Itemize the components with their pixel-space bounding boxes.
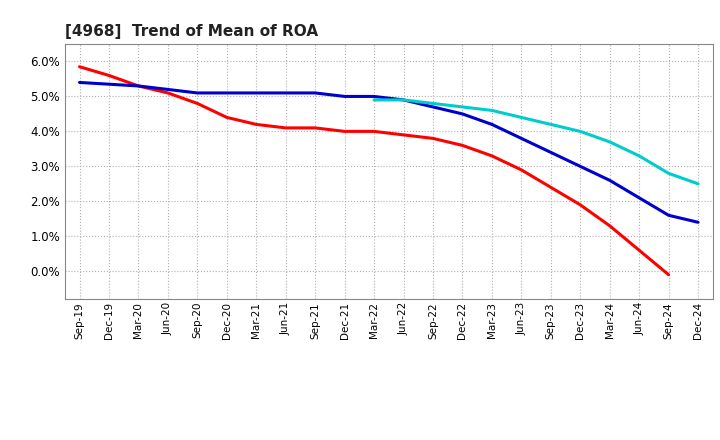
7 Years: [576, 129, 585, 134]
3 Years: [252, 122, 261, 127]
5 Years: [282, 90, 290, 95]
5 Years: [428, 104, 437, 110]
7 Years: [546, 122, 555, 127]
5 Years: [399, 97, 408, 103]
3 Years: [517, 167, 526, 172]
5 Years: [458, 111, 467, 117]
5 Years: [104, 81, 113, 87]
3 Years: [75, 64, 84, 70]
5 Years: [606, 178, 614, 183]
5 Years: [134, 83, 143, 88]
Text: [4968]  Trend of Mean of ROA: [4968] Trend of Mean of ROA: [65, 24, 318, 39]
5 Years: [193, 90, 202, 95]
7 Years: [428, 101, 437, 106]
3 Years: [282, 125, 290, 131]
3 Years: [635, 248, 644, 253]
5 Years: [341, 94, 349, 99]
5 Years: [546, 150, 555, 155]
3 Years: [665, 272, 673, 277]
3 Years: [428, 136, 437, 141]
3 Years: [104, 73, 113, 78]
3 Years: [487, 153, 496, 158]
7 Years: [399, 97, 408, 103]
5 Years: [75, 80, 84, 85]
7 Years: [370, 97, 379, 103]
Line: 7 Years: 7 Years: [374, 100, 698, 184]
7 Years: [517, 115, 526, 120]
7 Years: [487, 108, 496, 113]
5 Years: [576, 164, 585, 169]
Line: 5 Years: 5 Years: [79, 82, 698, 222]
3 Years: [576, 202, 585, 207]
3 Years: [311, 125, 320, 131]
3 Years: [222, 115, 231, 120]
3 Years: [546, 185, 555, 190]
7 Years: [458, 104, 467, 110]
5 Years: [635, 195, 644, 201]
5 Years: [222, 90, 231, 95]
5 Years: [163, 87, 172, 92]
3 Years: [606, 223, 614, 228]
3 Years: [193, 101, 202, 106]
7 Years: [694, 181, 703, 187]
5 Years: [665, 213, 673, 218]
5 Years: [517, 136, 526, 141]
5 Years: [311, 90, 320, 95]
5 Years: [694, 220, 703, 225]
7 Years: [665, 171, 673, 176]
5 Years: [487, 122, 496, 127]
3 Years: [341, 129, 349, 134]
7 Years: [635, 153, 644, 158]
Line: 3 Years: 3 Years: [79, 67, 669, 275]
7 Years: [606, 139, 614, 144]
5 Years: [370, 94, 379, 99]
5 Years: [252, 90, 261, 95]
3 Years: [399, 132, 408, 138]
3 Years: [458, 143, 467, 148]
3 Years: [163, 90, 172, 95]
3 Years: [134, 83, 143, 88]
3 Years: [370, 129, 379, 134]
